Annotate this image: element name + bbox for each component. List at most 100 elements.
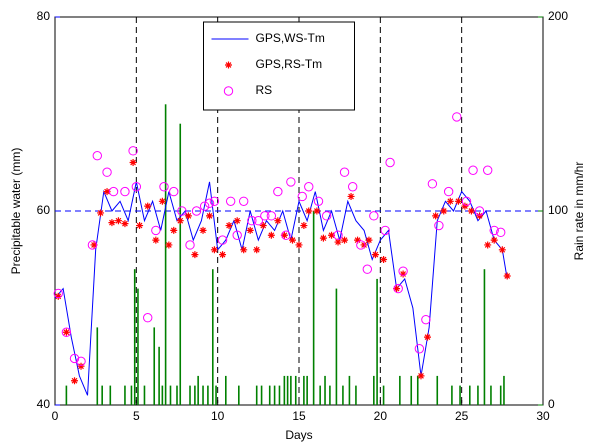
rain-bar [329, 385, 331, 405]
circle-marker [286, 177, 296, 187]
circle-marker [443, 186, 454, 197]
star-marker [184, 212, 192, 220]
rain-bar [278, 385, 281, 405]
y2-tick-label: 200 [548, 9, 568, 23]
circle-marker [297, 191, 307, 202]
rain-bar [469, 385, 471, 405]
star-marker [103, 188, 111, 196]
x-tick-label: 0 [52, 409, 59, 423]
rain-bar [158, 346, 160, 405]
rain-bar [410, 375, 413, 405]
rain-bar [416, 375, 419, 405]
legend-label: GPS,WS-Tm [256, 31, 325, 45]
circle-marker [421, 314, 431, 325]
rain-bar [459, 385, 461, 405]
star-marker [328, 231, 336, 239]
x-axis-label: Days [285, 428, 312, 442]
star-marker [467, 207, 475, 215]
rain-bar [286, 375, 289, 405]
pw-line [54, 181, 508, 396]
circle-marker [468, 165, 478, 175]
circle-marker [385, 157, 395, 168]
star-marker [371, 251, 379, 259]
circle-marker [273, 186, 283, 197]
rain-bar [207, 385, 209, 405]
star-marker [246, 226, 254, 234]
star-marker [158, 197, 166, 205]
star-marker [108, 219, 116, 227]
circle-marker [108, 186, 119, 197]
star-marker [206, 212, 214, 220]
rain-bar [483, 269, 486, 405]
rain-bar [319, 385, 321, 405]
circle-marker [496, 227, 506, 238]
circle-marker [92, 151, 102, 161]
rain-bar [490, 385, 492, 405]
y2-axis-label: Rain rate in mm/hr [572, 162, 586, 261]
circle-marker [427, 179, 438, 189]
circle-marker [474, 206, 485, 216]
star-marker [341, 236, 349, 244]
circle-marker [199, 201, 210, 211]
star-marker [380, 256, 388, 263]
circle-marker [177, 206, 187, 216]
circle-marker [452, 112, 462, 122]
star-marker [199, 226, 207, 234]
star-marker [313, 207, 321, 215]
star-marker [144, 202, 152, 210]
circle-marker [69, 353, 80, 364]
legend-swatch [223, 86, 234, 96]
circle-marker [369, 211, 379, 221]
x-tick-label: 5 [133, 409, 140, 423]
star-marker [490, 236, 498, 244]
legend-label: GPS,RS-Tm [256, 57, 323, 71]
circle-marker [347, 182, 358, 192]
rain-bar [436, 375, 439, 405]
star-marker [484, 241, 492, 249]
circle-marker [461, 196, 472, 207]
rain-bar [164, 104, 167, 406]
star-marker [62, 328, 70, 336]
rain-bar [348, 375, 351, 405]
star-marker [300, 222, 308, 230]
star-marker [440, 207, 448, 215]
star-marker [288, 236, 296, 244]
rain-bar [161, 385, 164, 405]
star-marker [191, 251, 199, 259]
star-marker [424, 333, 432, 341]
star-marker [219, 251, 227, 259]
star-marker [347, 192, 355, 200]
star-marker [90, 241, 98, 249]
star-marker [97, 209, 105, 217]
rain-bar [373, 375, 375, 405]
star-marker [129, 159, 137, 166]
rain-bar [101, 385, 103, 405]
rain-bar [143, 385, 146, 405]
circle-marker [339, 167, 350, 177]
y-tick-label: 40 [37, 397, 51, 411]
star-marker [498, 246, 506, 254]
star-marker [334, 238, 342, 246]
circle-marker [247, 216, 257, 226]
x-tick-label: 15 [292, 409, 306, 423]
circle-marker [128, 146, 138, 156]
circle-marker [102, 167, 112, 177]
circle-marker [169, 186, 179, 197]
rain-bar [290, 375, 292, 405]
rain-bar [211, 269, 214, 405]
star-marker [225, 222, 233, 230]
star-marker [446, 197, 454, 205]
circle-marker [159, 182, 169, 192]
rain-bar [294, 375, 297, 405]
y-tick-label: 60 [37, 203, 51, 217]
circle-marker [217, 235, 228, 245]
circle-marker [204, 198, 215, 208]
rain-bar [96, 327, 99, 405]
star-marker [295, 241, 303, 249]
rain-bar [176, 385, 178, 405]
rain-bar [312, 211, 315, 405]
rain-bar [376, 278, 378, 405]
star-marker [280, 231, 288, 239]
rain-bar [65, 385, 68, 405]
